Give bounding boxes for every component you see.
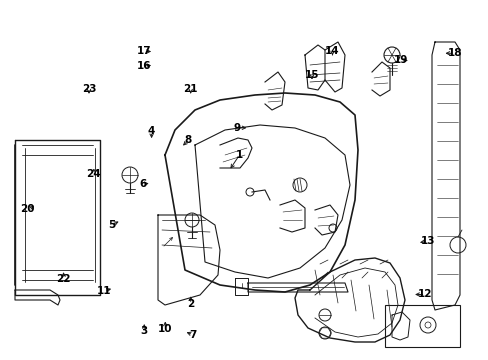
Text: 10: 10 [158,324,172,334]
Text: 21: 21 [183,84,198,94]
Text: 14: 14 [325,46,339,57]
Text: 2: 2 [187,299,194,309]
Text: 18: 18 [447,48,461,58]
Text: 17: 17 [137,46,151,57]
Text: 9: 9 [233,123,240,133]
Text: 8: 8 [184,135,191,145]
Bar [487,344,488,356]
Text: 6: 6 [139,179,146,189]
Text: 22: 22 [56,274,71,284]
Text: 1: 1 [236,150,243,160]
Text: 4: 4 [147,126,155,136]
Text: 11: 11 [97,286,111,296]
Text: 7: 7 [189,330,197,340]
Text: 3: 3 [141,326,147,336]
Text: 23: 23 [81,84,96,94]
Bar [384,305,459,347]
Text: 19: 19 [393,55,407,66]
Text: 20: 20 [20,204,35,214]
Text: 16: 16 [137,60,151,71]
Text: 24: 24 [86,168,101,179]
Text: 15: 15 [304,70,319,80]
Text: 13: 13 [420,236,434,246]
Text: 12: 12 [417,289,432,300]
Text: 5: 5 [108,220,115,230]
